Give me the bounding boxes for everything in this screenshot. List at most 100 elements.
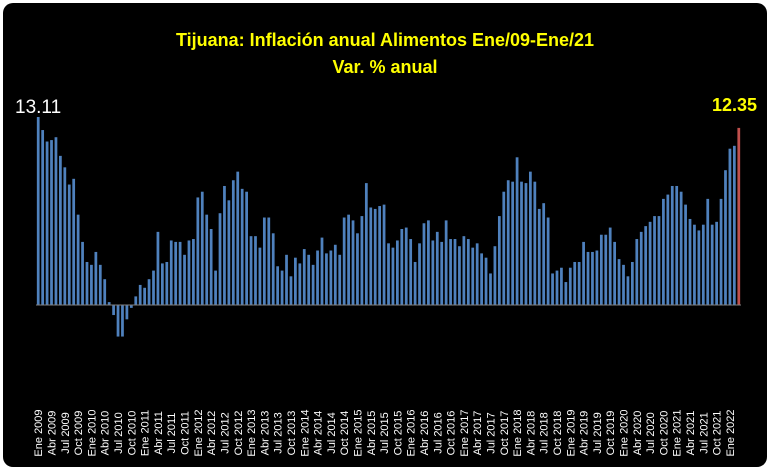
- bar: [183, 254, 186, 305]
- bar: [480, 253, 483, 305]
- bar: [679, 191, 683, 305]
- bar: [395, 240, 399, 305]
- x-tick-label: Ene 2018: [512, 409, 524, 456]
- x-tick-label: Ene 2013: [246, 409, 258, 456]
- bar: [192, 239, 195, 305]
- bar: [670, 185, 674, 305]
- bar: [50, 140, 53, 305]
- bar: [41, 130, 45, 305]
- last-value-label: 12.35: [711, 95, 757, 115]
- bar: [657, 216, 661, 305]
- bar: [586, 251, 590, 305]
- bar: [453, 239, 457, 305]
- bar: [595, 250, 599, 305]
- x-tick-label: Ene 2019: [565, 409, 577, 456]
- bar: [422, 223, 426, 305]
- bar: [147, 279, 151, 305]
- bar: [378, 206, 382, 305]
- x-axis-ticks: Ene 2009 Abr 2009 Jul 2009 Oct 2009 Ene 2010…: [33, 409, 737, 456]
- bar: [129, 305, 133, 308]
- bar: [466, 239, 470, 305]
- bar: [533, 181, 537, 305]
- x-tick-label: Ene 2022: [725, 409, 737, 456]
- bar: [289, 276, 293, 305]
- bar: [701, 224, 705, 305]
- bar: [662, 198, 665, 305]
- bar: [653, 216, 656, 305]
- bar: [684, 204, 687, 305]
- bar: [599, 234, 603, 305]
- bar: [693, 224, 696, 305]
- x-tick-label: Oct 2009: [73, 411, 85, 456]
- bar: [529, 171, 532, 305]
- bar: [223, 185, 226, 305]
- bar: [187, 240, 191, 305]
- bar: [338, 254, 342, 305]
- bar: [360, 216, 364, 305]
- bar: [81, 241, 84, 305]
- bar: [160, 263, 164, 305]
- bar: [178, 241, 182, 305]
- bar: [103, 279, 107, 305]
- x-tick-label: Jul 2011: [166, 413, 178, 454]
- bar: [285, 254, 288, 305]
- bar: [427, 220, 430, 305]
- x-tick-label: Ene 2017: [459, 409, 471, 456]
- x-tick-label: Oct 2014: [339, 411, 351, 456]
- bar: [364, 183, 368, 305]
- bar: [431, 240, 435, 305]
- bar: [382, 204, 386, 305]
- bar: [311, 264, 315, 305]
- bar: [568, 267, 572, 305]
- bar: [418, 243, 421, 305]
- bar: [630, 261, 634, 305]
- bar: [608, 227, 612, 305]
- chart-title-block: Tijuana: Inflación anual Alimentos Ene/0…: [3, 27, 767, 81]
- x-tick-label: Abr 2019: [579, 411, 591, 456]
- bar-latest: [737, 127, 741, 306]
- bar: [258, 247, 262, 305]
- x-tick-label: Abr 2021: [685, 411, 697, 456]
- x-tick-label: Abr 2014: [313, 411, 325, 456]
- bar: [502, 191, 506, 305]
- bar: [369, 207, 373, 305]
- bar: [152, 270, 155, 305]
- bar: [520, 181, 523, 305]
- bar: [116, 305, 120, 337]
- bar: [622, 264, 625, 305]
- bar: [165, 261, 169, 305]
- bar: [666, 194, 670, 305]
- bar: [59, 155, 62, 305]
- bar: [63, 167, 67, 305]
- chart-subtitle: Var. % anual: [332, 57, 438, 77]
- x-tick-label: Oct 2018: [552, 411, 564, 456]
- bar: [347, 214, 350, 305]
- bar: [200, 191, 204, 305]
- x-tick-label: Oct 2010: [126, 411, 138, 456]
- x-tick-label: Ene 2014: [299, 409, 311, 456]
- bar: [329, 250, 333, 305]
- x-tick-label: Ene 2015: [352, 409, 364, 456]
- bar: [280, 270, 284, 305]
- bar: [373, 208, 377, 305]
- x-tick-label: Ene 2010: [86, 409, 98, 456]
- bar: [356, 233, 359, 305]
- x-tick-label: Abr 2012: [206, 411, 218, 456]
- bar: [214, 270, 217, 305]
- bar: [715, 221, 718, 305]
- bar: [577, 261, 581, 305]
- bar: [542, 203, 546, 305]
- bar: [546, 217, 550, 305]
- bar: [387, 243, 390, 305]
- bar: [307, 254, 311, 305]
- x-tick-label: Abr 2020: [632, 411, 644, 456]
- x-tick-label: Jul 2014: [326, 412, 338, 454]
- x-tick-label: Oct 2019: [605, 411, 617, 456]
- x-tick-label: Jul 2018: [539, 412, 551, 454]
- x-tick-label: Ene 2020: [619, 409, 631, 456]
- bar: [728, 148, 732, 305]
- bar: [333, 244, 337, 305]
- bar: [462, 236, 466, 305]
- x-tick-label: Jul 2016: [432, 412, 444, 454]
- chart-title: Tijuana: Inflación anual Alimentos Ene/0…: [175, 30, 595, 50]
